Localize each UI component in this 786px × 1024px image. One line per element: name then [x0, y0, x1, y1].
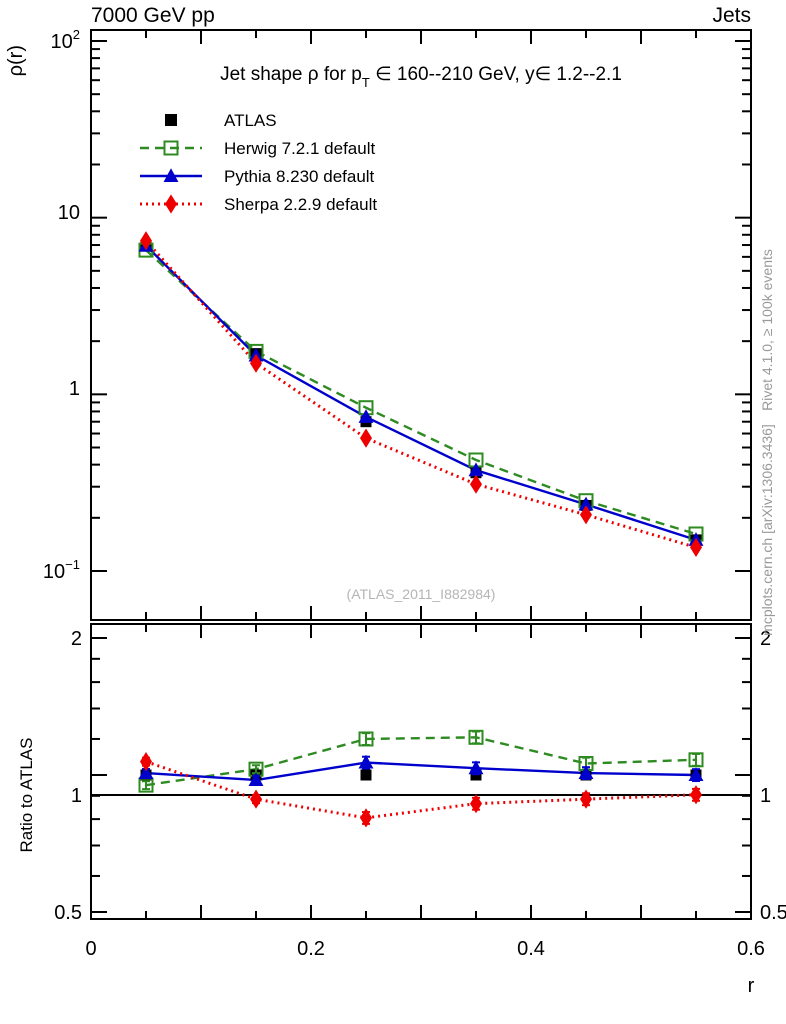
- data-point-marker: [468, 760, 484, 775]
- x-tick-labels: 0 0.2 0.4 0.6: [85, 938, 764, 960]
- data-point-marker: [690, 785, 702, 805]
- data-point-marker: [165, 194, 177, 214]
- ratio-ytick-1-right: 1: [760, 785, 771, 807]
- main-ytick-labels: 102 10 1 10−1: [43, 27, 80, 583]
- xtick-04: 0.4: [517, 938, 545, 960]
- data-point-marker: [248, 772, 264, 787]
- data-point-marker: [360, 428, 372, 448]
- data-point-marker: [688, 752, 704, 768]
- data-point-marker: [688, 767, 704, 781]
- ratio-panel-frame: [90, 623, 752, 920]
- data-point-marker: [470, 474, 482, 494]
- data-point-marker: [468, 729, 484, 745]
- data-point-marker: [360, 769, 372, 781]
- main-ytick-1: 1: [69, 378, 80, 400]
- data-point-marker: [468, 462, 484, 477]
- ratio-data-series: [138, 729, 704, 828]
- main-panel-frame: [90, 29, 752, 621]
- xtick-0: 0: [85, 938, 96, 960]
- main-axis-ticks: [90, 30, 752, 620]
- ratio-ytick-05-left: 0.5: [54, 902, 82, 924]
- xaxis-label: r: [748, 975, 755, 997]
- series-line-dotted: [144, 239, 697, 549]
- data-point-marker: [250, 353, 262, 373]
- legend-label-1: Herwig 7.2.1 default: [224, 139, 375, 158]
- main-ytick-1e2: 102: [51, 27, 80, 53]
- ratio-ytick-2-left: 2: [71, 628, 82, 650]
- data-point-marker: [360, 808, 372, 828]
- ratio-series-line: [145, 736, 697, 787]
- data-point-marker: [163, 168, 179, 182]
- xtick-02: 0.2: [297, 938, 325, 960]
- ratio-panel: Ratio to ATLAS 2 1 0.5 2 1 0.5: [17, 623, 786, 924]
- side-label-mcplots: mcplots.cern.ch [arXiv:1306.3436]: [759, 424, 775, 636]
- legend-label-0: ATLAS: [224, 111, 277, 130]
- data-point-marker: [163, 140, 179, 156]
- main-title: Jet shape ρ for pT ∈ 160--210 GeV, y∈ 1.…: [220, 64, 622, 90]
- data-point-marker: [358, 731, 374, 747]
- data-point-marker: [580, 789, 592, 809]
- ratio-series-line: [145, 760, 697, 820]
- series-line-solid: [145, 244, 697, 542]
- main-ylabel: ρ(r): [5, 45, 27, 76]
- dataset-watermark: (ATLAS_2011_I882984): [347, 586, 496, 602]
- main-data-series: [138, 231, 704, 558]
- data-point-marker: [690, 537, 702, 558]
- x-axis-ticks: [90, 624, 752, 919]
- data-point-marker: [470, 794, 482, 814]
- data-point-marker: [358, 754, 374, 769]
- data-point-marker: [578, 496, 594, 511]
- legend: ATLAS Herwig 7.2.1 default Pythia 8.230 de…: [140, 111, 377, 214]
- ratio-ytick-labels: 2 1 0.5 2 1 0.5: [54, 628, 786, 924]
- ratio-ytick-05-right: 0.5: [760, 902, 786, 924]
- main-ytick-1em1: 10−1: [43, 557, 80, 583]
- side-label-rivet: Rivet 4.1.0, ≥ 100k events: [759, 249, 775, 411]
- main-panel: ρ(r) 102 10 1 10−1 Jet shape ρ for pT ∈ …: [5, 27, 752, 621]
- data-point-marker: [578, 765, 594, 780]
- legend-label-2: Pythia 8.230 default: [224, 167, 375, 186]
- ratio-ytick-2-right: 2: [760, 628, 771, 650]
- series-line-dashed: [145, 249, 697, 536]
- ratio-series-line: [145, 761, 697, 782]
- ratio-ytick-1-left: 1: [71, 785, 82, 807]
- main-ytick-10: 10: [58, 202, 80, 224]
- legend-label-3: Sherpa 2.2.9 default: [224, 195, 377, 214]
- header-left-label: 7000 GeV pp: [91, 4, 215, 27]
- data-point-marker: [580, 505, 592, 525]
- data-point-marker: [140, 231, 152, 251]
- ratio-ylabel: Ratio to ATLAS: [17, 738, 36, 853]
- xtick-06: 0.6: [737, 938, 765, 960]
- data-point-marker: [358, 409, 374, 423]
- header-right-label: Jets: [712, 4, 751, 27]
- data-point-marker: [140, 752, 152, 772]
- data-point-marker: [138, 765, 154, 780]
- data-point-marker: [165, 114, 177, 126]
- data-point-marker: [250, 789, 262, 809]
